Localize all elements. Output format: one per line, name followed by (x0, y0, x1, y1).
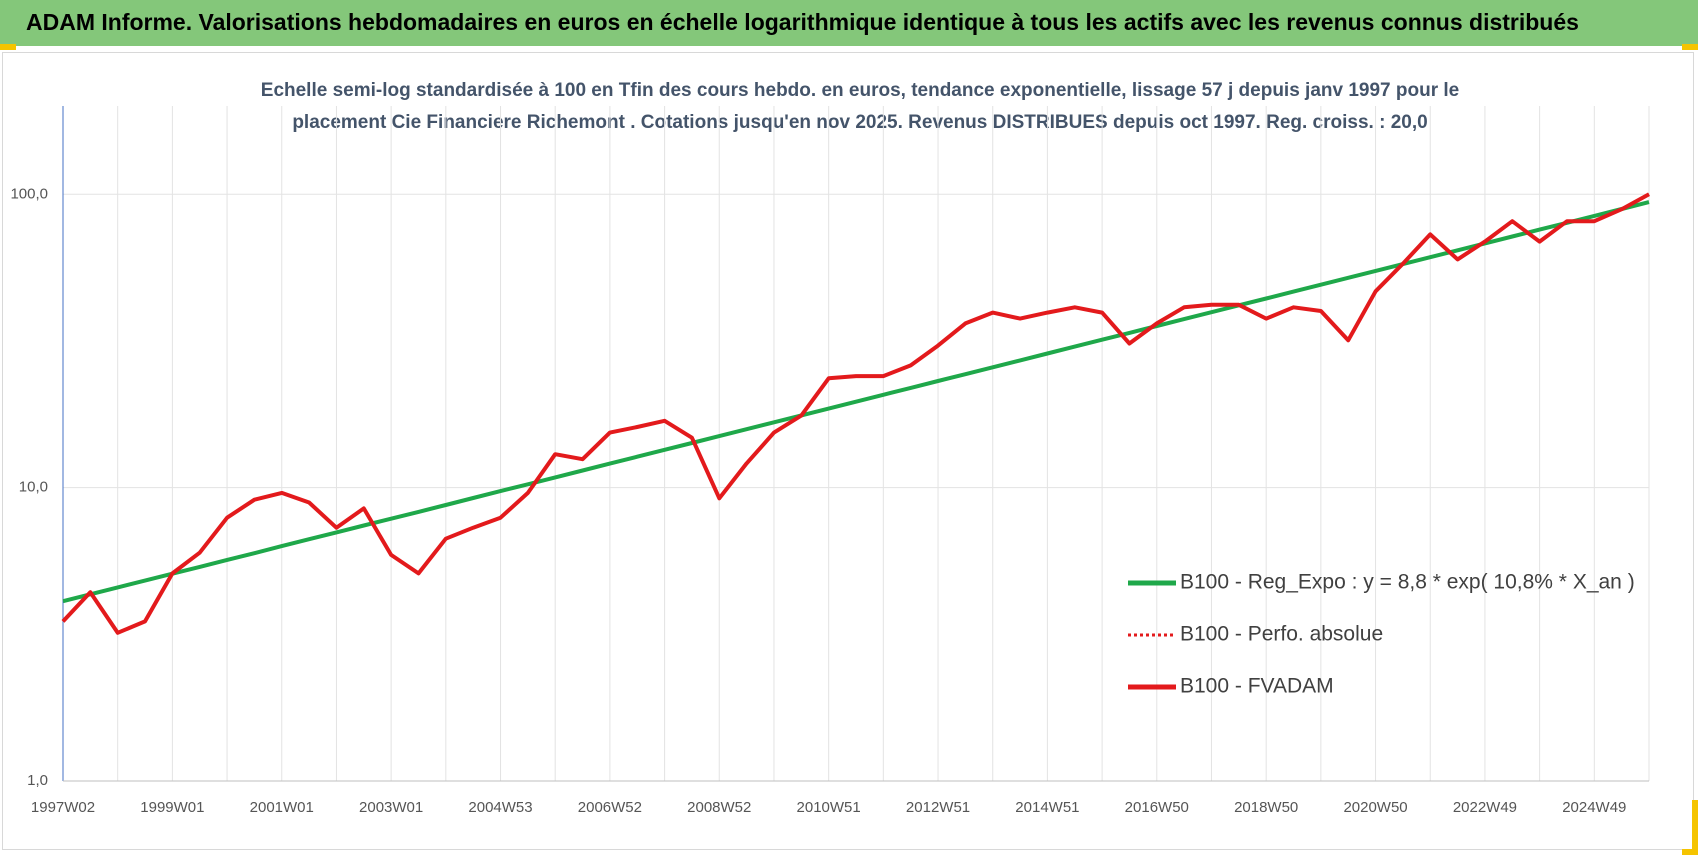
series-line (61, 192, 1650, 635)
x-tick-label: 2022W49 (1453, 799, 1517, 816)
chart-subtitle: Echelle semi-log standardisée à 100 en T… (260, 80, 1460, 133)
x-tick-label: 2020W50 (1343, 799, 1407, 816)
x-tick-label: 2018W50 (1234, 799, 1298, 816)
x-tick-label: 2008W52 (687, 799, 751, 816)
x-tick-label: 2004W53 (468, 799, 532, 816)
corner-mark (1682, 44, 1698, 50)
x-tick-label: 2001W01 (250, 799, 314, 816)
x-tick-label: 2012W51 (906, 799, 970, 816)
header-title: ADAM Informe. Valorisations hebdomadaire… (0, 0, 1698, 46)
corner-mark (1682, 849, 1698, 855)
x-tick-label: 2010W51 (797, 799, 861, 816)
x-tick-label: 2006W52 (578, 799, 642, 816)
y-tick-label: 1,0 (27, 772, 48, 789)
corner-mark (1692, 800, 1698, 855)
x-tick-label: 2024W49 (1562, 799, 1626, 816)
legend-label: B100 - FVADAM (1180, 675, 1334, 698)
x-tick-label: 1997W02 (31, 799, 95, 816)
x-tick-label: 2014W51 (1015, 799, 1079, 816)
y-tick-label: 10,0 (19, 479, 48, 496)
legend-label: B100 - Perfo. absolue (1180, 623, 1383, 646)
x-tick-label: 1999W01 (140, 799, 204, 816)
series-line (62, 200, 1650, 604)
legend-label: B100 - Reg_Expo : y = 8,8 * exp( 10,8% *… (1180, 571, 1635, 594)
corner-mark (0, 44, 16, 50)
y-tick-label: 100,0 (10, 185, 48, 202)
x-tick-label: 2003W01 (359, 799, 423, 816)
x-tick-label: 2016W50 (1125, 799, 1189, 816)
chart-frame (2, 52, 1694, 850)
